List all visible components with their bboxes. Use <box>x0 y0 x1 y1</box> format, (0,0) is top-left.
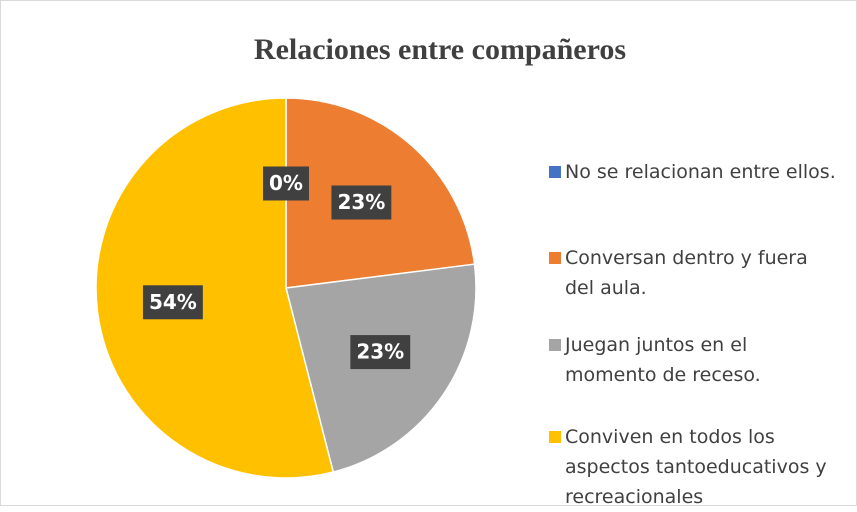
data-label: 54% <box>149 290 197 314</box>
data-label-bg <box>331 185 392 220</box>
data-label: 23% <box>356 340 404 364</box>
legend-item: Juegan juntos en el momento de receso. <box>549 330 839 390</box>
legend-item: Conversan dentro y fuera del aula. <box>549 243 839 303</box>
data-label-bg <box>263 166 309 201</box>
legend-label: No se relacionan entre ellos. <box>565 161 836 183</box>
legend-label: Conversan dentro y fuera del aula. <box>565 247 808 299</box>
legend-label: Conviven en todos los aspectos tantoeduc… <box>565 426 827 508</box>
legend-swatch <box>549 252 561 264</box>
legend-swatch <box>549 339 561 351</box>
legend-swatch <box>549 166 561 178</box>
data-label-bg <box>142 285 203 320</box>
legend-item: No se relacionan entre ellos. <box>549 157 839 187</box>
legend-swatch <box>549 431 561 443</box>
chart-title: Relaciones entre compañeros <box>254 33 626 66</box>
legend-label: Juegan juntos en el momento de receso. <box>565 334 761 386</box>
data-label: 0% <box>269 171 303 195</box>
legend-item: Conviven en todos los aspectos tantoeduc… <box>549 422 839 512</box>
data-label-bg <box>350 335 411 370</box>
data-label: 23% <box>337 190 385 214</box>
